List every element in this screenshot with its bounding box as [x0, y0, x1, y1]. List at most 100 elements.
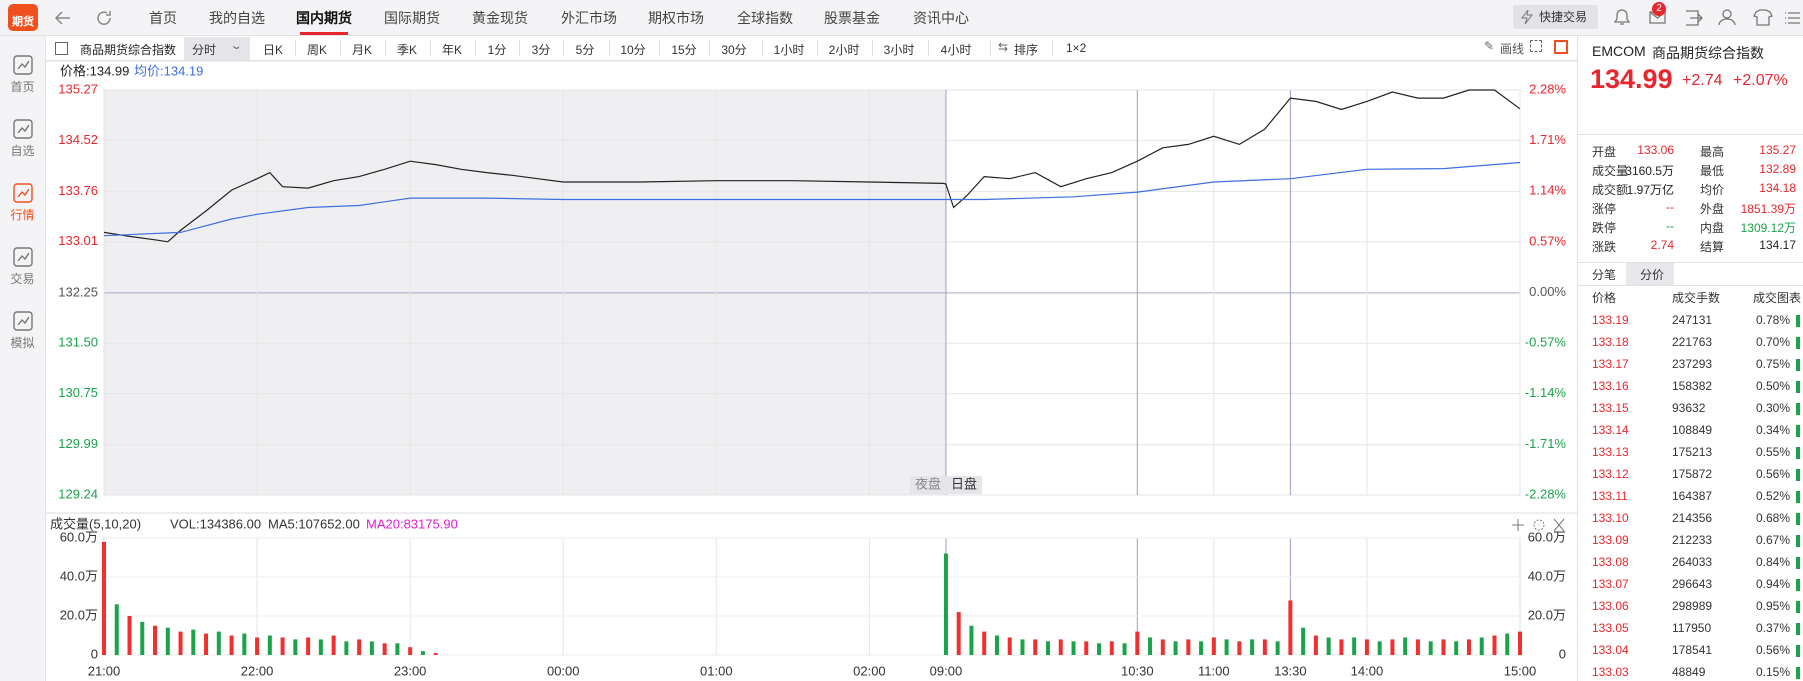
- period-button[interactable]: 1小时: [773, 43, 805, 57]
- volume-bar: [191, 629, 196, 655]
- sort-button[interactable]: 排序: [1014, 43, 1039, 57]
- nav-item[interactable]: 外汇市场: [561, 10, 617, 26]
- nav-item[interactable]: 首页: [149, 10, 177, 26]
- period-button[interactable]: 3分: [531, 43, 551, 57]
- y-tick-label: 133.01: [58, 233, 98, 248]
- period-button[interactable]: 10分: [620, 43, 646, 57]
- sidebar: [0, 36, 46, 681]
- nav-item[interactable]: 我的自选: [209, 10, 265, 26]
- toolbar-separator: [384, 40, 386, 56]
- stat-label: 最低: [1700, 164, 1725, 178]
- toolbar-icons[interactable]: [1610, 6, 1803, 30]
- volume-bar: [267, 635, 272, 655]
- checkbox[interactable]: [55, 42, 68, 55]
- volume-bar: [293, 639, 298, 655]
- logo[interactable]: 期货: [8, 4, 38, 31]
- dropdown-caret: ⌄: [229, 40, 244, 52]
- y2-tick-label: -1.14%: [1525, 385, 1567, 400]
- trade-bar: [1796, 469, 1800, 481]
- sidebar-item[interactable]: 首页: [10, 80, 35, 94]
- stat-label: 跌停: [1592, 221, 1617, 235]
- volume-bar: [1211, 637, 1216, 655]
- volume-bar: [969, 625, 974, 655]
- trade-bar: [1796, 381, 1800, 393]
- nav-item[interactable]: 国内期货: [296, 10, 352, 26]
- volume-bar: [433, 653, 438, 655]
- sidebar-item[interactable]: 交易: [10, 272, 35, 286]
- stat-value: 1.97万亿: [1626, 183, 1674, 197]
- volume-bar: [1364, 639, 1369, 655]
- stat-label: 涨跌: [1592, 240, 1617, 254]
- period-button[interactable]: 年K: [441, 43, 462, 57]
- period-button[interactable]: 5分: [575, 43, 595, 57]
- period-button[interactable]: 周K: [306, 43, 327, 57]
- period-button[interactable]: 1分: [487, 43, 507, 57]
- trade-bar: [1796, 491, 1800, 503]
- toolbar-separator: [238, 40, 240, 56]
- sidebar-item[interactable]: 自选: [10, 144, 35, 158]
- table-header: 成交图表: [1753, 291, 1802, 305]
- period-button[interactable]: 3小时: [883, 43, 915, 57]
- x-tick-label: 13:30: [1274, 663, 1307, 678]
- trade-bar: [1796, 667, 1800, 679]
- nav-item[interactable]: 全球指数: [737, 10, 793, 26]
- volume-bar: [1199, 641, 1204, 655]
- stat-label: 内盘: [1700, 221, 1725, 235]
- trade-bar: [1796, 315, 1800, 327]
- nav-item[interactable]: 资讯中心: [913, 10, 969, 26]
- y-tick-label: 134.52: [58, 132, 98, 147]
- tab[interactable]: 分笔: [1592, 268, 1617, 282]
- period-button[interactable]: 日K: [262, 43, 283, 57]
- x-tick-label: 01:00: [700, 663, 733, 678]
- stat-value: 134.18: [1759, 181, 1796, 195]
- toolbar-separator: [816, 40, 818, 56]
- volume-bar: [395, 643, 400, 655]
- quote-panel: EMCOM 商品期货综合指数 134.99 +2.74 +2.07% 开盘 133.06 最高…: [1577, 36, 1803, 681]
- volume-bar: [1466, 639, 1471, 655]
- volume-bar: [1428, 641, 1433, 655]
- period-button[interactable]: 4小时: [940, 43, 972, 57]
- trade-pct: 0.94%: [1755, 577, 1790, 591]
- draw-button[interactable]: 画线: [1500, 42, 1525, 56]
- sidebar-item[interactable]: 行情: [10, 208, 35, 222]
- stat-label: 开盘: [1592, 145, 1617, 159]
- x-tick-label: 14:00: [1351, 663, 1384, 678]
- volume-bar: [331, 635, 336, 655]
- period-button[interactable]: 30分: [721, 43, 747, 57]
- trade-price: 133.15: [1592, 401, 1629, 415]
- period-button[interactable]: 分时: [191, 43, 216, 57]
- x-tick-label: 11:00: [1198, 663, 1230, 678]
- quote-change: +2.74: [1682, 72, 1723, 89]
- nav-item[interactable]: 股票基金: [824, 10, 880, 26]
- nav-active-underline: [300, 32, 348, 35]
- period-button[interactable]: 2小时: [828, 43, 860, 57]
- tab[interactable]: 分价: [1640, 268, 1665, 282]
- sidebar-item[interactable]: 模拟: [10, 336, 35, 350]
- y-tick-label: 0: [91, 646, 98, 661]
- sidebar-icon: [13, 55, 33, 75]
- quick-trade-button[interactable]: 快捷交易: [1513, 5, 1598, 29]
- period-button[interactable]: 月K: [351, 43, 372, 57]
- x-tick-label: 21:00: [88, 663, 121, 678]
- trade-volume: 164387: [1672, 489, 1713, 503]
- volume-bar: [1275, 641, 1280, 655]
- trade-price: 133.07: [1592, 577, 1629, 591]
- nav-item[interactable]: 期权市场: [648, 10, 704, 26]
- nav-item[interactable]: 国际期货: [384, 10, 440, 26]
- layout-button[interactable]: 1×2: [1066, 41, 1087, 55]
- trade-pct: 0.37%: [1755, 621, 1790, 635]
- y-tick-label: 40.0万: [1528, 568, 1566, 583]
- period-button[interactable]: 15分: [671, 43, 697, 57]
- y-tick-label: 130.75: [58, 385, 98, 400]
- trade-bar: [1796, 359, 1800, 371]
- trade-price: 133.05: [1592, 621, 1629, 635]
- volume-bar: [229, 635, 234, 655]
- volume-bar: [982, 631, 987, 655]
- period-button[interactable]: 季K: [396, 43, 417, 57]
- nav-item[interactable]: 黄金现货: [472, 10, 528, 26]
- volume-bar: [1441, 639, 1446, 655]
- x-tick-label: 02:00: [853, 663, 886, 678]
- stat-label: 涨停: [1592, 202, 1617, 216]
- nav-buttons[interactable]: [54, 8, 124, 28]
- volume-bar: [1390, 639, 1395, 655]
